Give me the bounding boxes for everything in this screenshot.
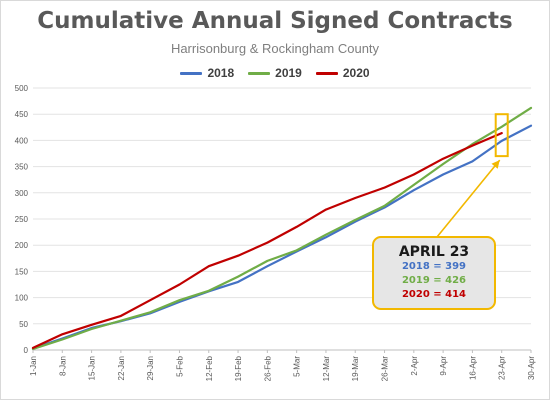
data-point-2020-16-Apr	[471, 144, 474, 147]
x-tick-label-5-Feb: 5-Feb	[175, 355, 184, 376]
data-point-2020-12-Mar	[325, 208, 327, 211]
data-point-2020-26-Feb	[266, 241, 269, 244]
x-tick-label-30-Apr: 30-Apr	[527, 356, 536, 380]
data-point-2019-2-Apr	[412, 184, 415, 186]
legend-item-2020: 2020	[315, 66, 370, 80]
x-tick-label-8-Jan: 8-Jan	[58, 356, 67, 376]
data-point-2020-19-Feb	[237, 254, 239, 257]
data-point-2020-8-Jan	[61, 333, 64, 336]
y-tick-label-50: 50	[19, 320, 28, 329]
data-point-2018-23-Apr	[500, 140, 503, 142]
data-point-2018-26-Feb	[266, 265, 269, 268]
x-tick-label-1-Jan: 1-Jan	[29, 356, 38, 376]
x-tick-label-12-Mar: 12-Mar	[322, 356, 331, 382]
data-point-2019-8-Jan	[61, 338, 64, 341]
data-point-2019-26-Mar	[383, 205, 386, 207]
y-tick-label-0: 0	[24, 346, 29, 355]
data-point-2018-30-Apr	[530, 124, 532, 127]
series-line-2019	[31, 106, 533, 351]
data-point-2020-12-Feb	[207, 265, 210, 268]
y-tick-label-450: 450	[15, 110, 29, 119]
data-point-2019-15-Jan	[90, 328, 93, 330]
data-point-2020-15-Jan	[90, 323, 93, 326]
legend-item-2019: 2019	[248, 66, 302, 80]
data-point-2019-12-Mar	[325, 233, 327, 236]
x-tick-label-29-Jan: 29-Jan	[146, 356, 155, 380]
data-point-2020-22-Jan	[119, 315, 122, 317]
data-point-2020-2-Apr	[412, 173, 415, 176]
legend-swatch-2020	[315, 71, 338, 75]
data-point-2019-5-Mar	[295, 249, 298, 252]
annotation-line-2019: 2019 = 426	[401, 275, 467, 286]
data-point-2019-9-Apr	[442, 163, 445, 165]
data-point-2019-22-Jan	[119, 319, 122, 322]
data-point-2019-23-Apr	[500, 125, 503, 128]
data-point-2018-16-Apr	[471, 160, 474, 163]
y-tick-label-300: 300	[15, 189, 29, 198]
legend-item-2018: 2018	[180, 66, 234, 80]
highlight-box	[494, 113, 509, 158]
data-point-2019-19-Feb	[237, 275, 239, 278]
annotation-line-2020: 2020 = 414	[401, 289, 467, 300]
legend-label-2020: 2020	[342, 66, 370, 80]
x-tick-label-26-Feb: 26-Feb	[263, 355, 272, 381]
y-tick-label-400: 400	[15, 136, 29, 145]
data-point-2020-19-Mar	[354, 197, 357, 199]
annotation-line-2018: 2018 = 399	[401, 261, 467, 272]
legend-swatch-2018	[180, 71, 203, 75]
y-tick-label-350: 350	[15, 163, 29, 172]
data-point-2018-2-Apr	[412, 189, 415, 192]
annotation-title: APRIL 23	[398, 244, 470, 260]
data-point-2018-19-Feb	[237, 280, 239, 283]
y-tick-label-500: 500	[15, 84, 29, 93]
data-point-2020-26-Mar	[383, 186, 386, 189]
annotation-arrow-head	[491, 160, 500, 169]
x-tick-label-19-Mar: 19-Mar	[351, 356, 360, 382]
y-tick-label-200: 200	[15, 241, 29, 250]
annotation-arrow-line	[436, 159, 501, 238]
data-point-2020-29-Jan	[149, 299, 152, 302]
legend-label-2018: 2018	[207, 66, 235, 80]
data-point-2019-19-Mar	[354, 219, 357, 221]
x-tick-label-5-Mar: 5-Mar	[293, 356, 302, 377]
data-point-2018-12-Mar	[325, 236, 327, 239]
x-tick-label-22-Jan: 22-Jan	[117, 356, 126, 380]
y-tick-label-150: 150	[15, 267, 29, 276]
data-point-2020-9-Apr	[442, 157, 445, 160]
annotation-callout: APRIL 23 2018 = 399 2019 = 426 2020 = 41…	[372, 236, 496, 310]
legend-swatch-2019	[248, 71, 271, 75]
chart-subtitle: Harrisonburg & Rockingham County	[170, 41, 380, 56]
x-tick-label-26-Mar: 26-Mar	[381, 356, 390, 382]
data-point-2018-9-Apr	[442, 173, 445, 176]
x-tick-label-15-Jan: 15-Jan	[88, 356, 97, 380]
y-tick-label-100: 100	[15, 294, 29, 303]
data-point-2020-1-Jan	[32, 347, 34, 349]
y-tick-label-250: 250	[15, 215, 29, 224]
data-point-2020-5-Mar	[295, 225, 298, 228]
chart-legend: 2018 2019 2020	[0, 66, 550, 80]
legend-label-2019: 2019	[275, 66, 302, 80]
x-tick-label-2-Apr: 2-Apr	[410, 356, 419, 376]
data-point-2019-30-Apr	[530, 107, 532, 109]
chart-title: Cumulative Annual Signed Contracts	[37, 8, 513, 34]
data-point-2019-5-Feb	[178, 299, 181, 302]
data-point-2020-5-Feb	[178, 283, 181, 286]
x-tick-label-12-Feb: 12-Feb	[205, 355, 214, 381]
data-point-2019-26-Feb	[266, 260, 269, 262]
data-point-2019-12-Feb	[207, 289, 210, 292]
x-tick-label-16-Apr: 16-Apr	[468, 356, 477, 380]
x-tick-label-9-Apr: 9-Apr	[439, 356, 448, 376]
x-tick-label-19-Feb: 19-Feb	[234, 355, 243, 381]
data-point-2020-23-Apr	[500, 132, 503, 134]
data-point-2019-29-Jan	[149, 311, 152, 314]
x-tick-label-23-Apr: 23-Apr	[498, 356, 507, 380]
